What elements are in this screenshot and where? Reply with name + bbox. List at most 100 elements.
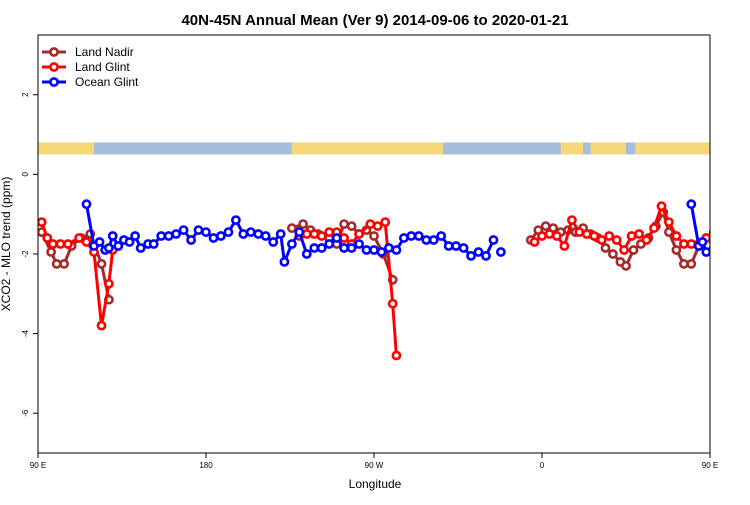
y-axis-label: XCO2 - MLO trend (ppm)	[0, 177, 13, 312]
data-point	[341, 221, 348, 228]
y-tick-label: 0	[21, 172, 30, 177]
data-point	[710, 244, 717, 251]
data-point	[736, 296, 743, 303]
legend-label: Ocean Glint	[75, 75, 139, 89]
data-point	[622, 262, 629, 269]
data-point	[542, 223, 549, 230]
data-point	[688, 240, 695, 247]
data-point	[613, 236, 620, 243]
series-line-segment	[87, 204, 494, 262]
data-point	[553, 232, 560, 239]
data-point	[96, 238, 103, 245]
data-point	[367, 221, 374, 228]
data-point	[602, 244, 609, 251]
legend-item: Land Nadir	[42, 45, 134, 59]
x-tick-label: 90 W	[365, 461, 384, 470]
data-point	[240, 230, 247, 237]
data-point	[341, 244, 348, 251]
data-point	[109, 232, 116, 239]
band-land-segment-4	[635, 142, 725, 154]
data-point	[453, 242, 460, 249]
series-line-segment	[535, 206, 737, 325]
data-point	[468, 252, 475, 259]
data-point	[438, 232, 445, 239]
data-point	[591, 232, 598, 239]
legend-swatch-marker	[50, 63, 57, 70]
data-point	[703, 248, 710, 255]
legend-swatch-marker	[50, 48, 57, 55]
data-point	[318, 232, 325, 239]
data-point	[173, 230, 180, 237]
data-point	[326, 240, 333, 247]
data-point	[408, 232, 415, 239]
data-point	[721, 242, 728, 249]
data-point	[158, 232, 165, 239]
data-point	[400, 234, 407, 241]
data-point	[105, 280, 112, 287]
data-point	[105, 244, 112, 251]
data-point	[740, 232, 747, 239]
data-point	[348, 223, 355, 230]
data-point	[49, 240, 56, 247]
data-point	[311, 230, 318, 237]
band-land-segment-1	[292, 142, 443, 154]
y-tick-label: -2	[21, 250, 30, 258]
data-point	[150, 240, 157, 247]
data-point	[48, 248, 55, 255]
x-tick-label: 180	[199, 461, 213, 470]
surface-type-band	[38, 142, 740, 154]
legend-swatch-marker	[50, 78, 57, 85]
data-point	[363, 246, 370, 253]
x-axis-label: Longitude	[349, 477, 402, 491]
data-point	[729, 280, 736, 287]
data-point	[57, 240, 64, 247]
data-point	[318, 244, 325, 251]
data-point	[385, 244, 392, 251]
data-point	[270, 238, 277, 245]
data-point	[710, 238, 717, 245]
data-point	[348, 244, 355, 251]
data-point	[430, 236, 437, 243]
data-point	[255, 230, 262, 237]
data-point	[378, 248, 385, 255]
data-point	[716, 232, 723, 239]
data-point	[636, 230, 643, 237]
data-point	[718, 244, 725, 251]
data-point	[61, 260, 68, 267]
legend-item: Ocean Glint	[42, 75, 139, 89]
data-point	[303, 250, 310, 257]
data-point	[210, 234, 217, 241]
data-point	[165, 232, 172, 239]
data-point	[188, 236, 195, 243]
data-point	[688, 201, 695, 208]
y-tick-label: 2	[21, 92, 30, 97]
data-point	[333, 234, 340, 241]
data-point	[356, 230, 363, 237]
data-point	[277, 230, 284, 237]
data-point	[727, 238, 734, 245]
y-tick-label: -6	[21, 409, 30, 417]
data-point	[195, 227, 202, 234]
data-point	[598, 236, 605, 243]
data-point	[303, 230, 310, 237]
data-point	[137, 244, 144, 251]
data-point	[628, 232, 635, 239]
x-tick-label: 90 E	[30, 461, 46, 470]
data-point	[688, 260, 695, 267]
data-point	[83, 238, 90, 245]
data-point	[733, 246, 740, 253]
data-point	[650, 225, 657, 232]
data-point	[300, 221, 307, 228]
data-point	[262, 232, 269, 239]
data-point	[497, 248, 504, 255]
data-point	[288, 240, 295, 247]
data-point	[576, 229, 583, 236]
legend-label: Land Glint	[75, 60, 130, 74]
data-point	[38, 219, 45, 226]
data-point	[609, 250, 616, 257]
data-point	[718, 248, 725, 255]
data-point	[288, 225, 295, 232]
data-point	[296, 229, 303, 236]
